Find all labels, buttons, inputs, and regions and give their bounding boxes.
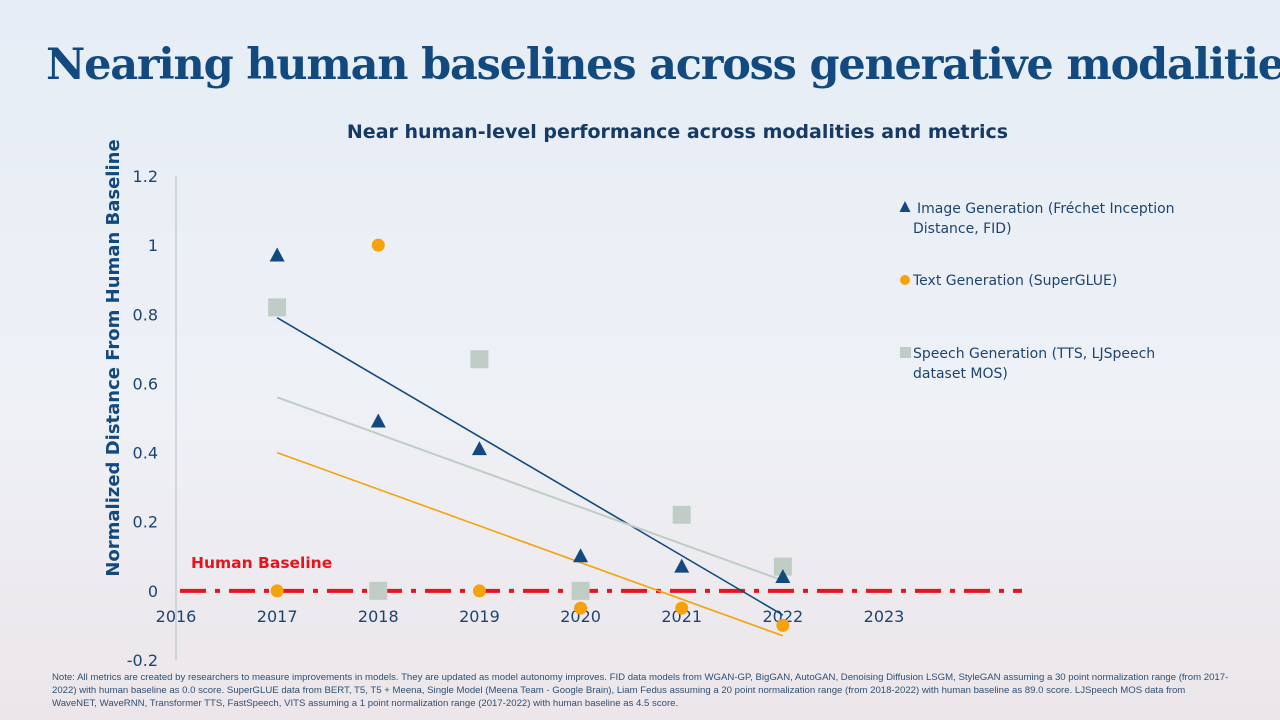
x-tick-label: 2018 <box>358 607 399 626</box>
data-point-triangle <box>775 569 791 584</box>
x-tick-label: 2019 <box>459 607 500 626</box>
legend-label: Image Generation (Fréchet Inception <box>917 201 1175 217</box>
legend-label: dataset MOS) <box>913 366 1008 382</box>
data-point-triangle <box>573 548 589 563</box>
data-point-square <box>470 350 489 369</box>
y-tick-label: 0.8 <box>133 305 158 324</box>
y-tick-label: 0.6 <box>133 374 158 393</box>
data-point-circle <box>371 238 385 252</box>
legend-label: Text Generation (SuperGLUE) <box>912 273 1117 289</box>
data-point-square <box>773 557 792 576</box>
x-tick-label: 2016 <box>156 607 197 626</box>
data-point-triangle <box>269 247 285 262</box>
trend-line <box>276 451 784 637</box>
legend-marker-triangle <box>899 201 911 212</box>
x-tick-label: 2022 <box>762 607 803 626</box>
y-tick-label: 0.2 <box>133 513 158 532</box>
legend-label: Speech Generation (TTS, LJSpeech <box>913 346 1155 362</box>
data-point-triangle <box>471 441 487 456</box>
data-point-circle <box>675 601 689 615</box>
x-tick-label: 2021 <box>661 607 702 626</box>
data-point-circle <box>574 601 588 615</box>
data-point-square <box>268 298 287 317</box>
x-tick-label: 2020 <box>560 607 601 626</box>
legend-marker-square <box>900 347 911 358</box>
legend-marker-circle <box>900 275 910 285</box>
data-point-circle <box>776 618 790 632</box>
y-tick-label: -0.2 <box>127 651 158 670</box>
trend-line <box>276 317 784 616</box>
data-point-square <box>672 505 691 524</box>
y-tick-label: 1 <box>148 236 158 255</box>
x-tick-label: 2023 <box>864 607 905 626</box>
y-tick-label: 0.4 <box>133 444 158 463</box>
y-tick-label: 0 <box>148 582 158 601</box>
data-point-triangle <box>370 413 386 428</box>
data-point-square <box>369 581 388 600</box>
human-baseline-label: Human Baseline <box>191 554 332 572</box>
data-point-circle <box>270 584 284 598</box>
trend-line <box>276 396 784 582</box>
footnote: Note: All metrics are created by researc… <box>52 672 1229 709</box>
x-tick-label: 2017 <box>257 607 298 626</box>
y-axis-label: Normalized Distance From Human Baseline <box>103 139 124 576</box>
chart-title: Near human-level performance across moda… <box>346 121 1009 143</box>
legend-label: Distance, FID) <box>913 221 1012 237</box>
data-point-triangle <box>674 558 690 573</box>
data-point-circle <box>472 584 486 598</box>
y-tick-label: 1.2 <box>133 167 158 186</box>
page-title: Nearing human baselines across generativ… <box>46 40 1280 90</box>
data-point-square <box>571 581 590 600</box>
